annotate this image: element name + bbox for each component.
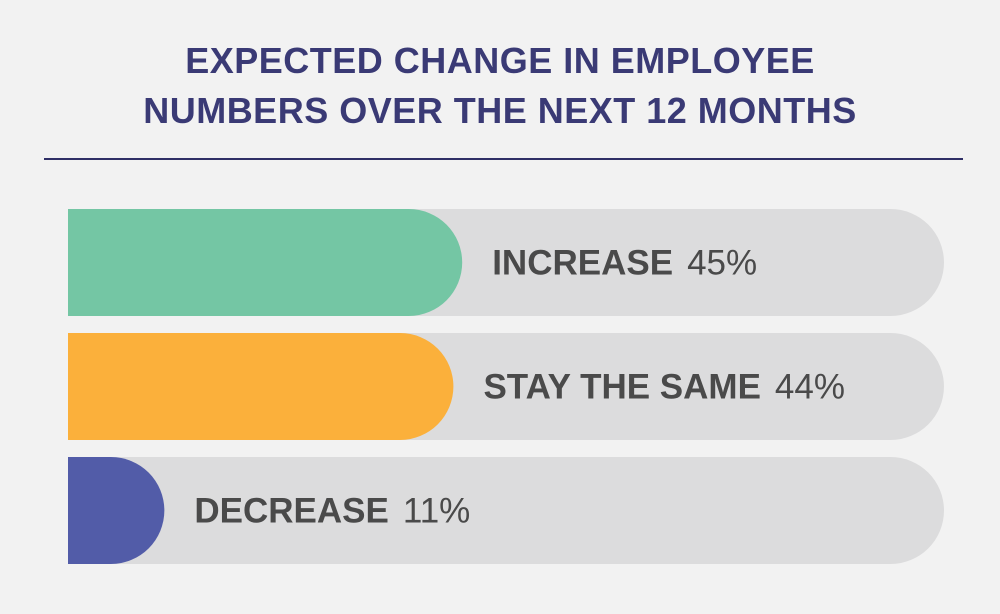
value-label: 45% <box>687 244 757 283</box>
title-divider <box>44 158 963 160</box>
bar-row: STAY THE SAME 44% <box>68 333 944 440</box>
value-label: 11% <box>403 492 470 531</box>
bar <box>68 457 165 564</box>
chart-title: EXPECTED CHANGE IN EMPLOYEE NUMBERS OVER… <box>0 36 1000 136</box>
category-label: STAY THE SAME <box>483 368 760 407</box>
bar-label: INCREASE 45% <box>492 244 757 283</box>
bar-row: INCREASE 45% <box>68 209 944 316</box>
category-label: INCREASE <box>492 244 673 283</box>
value-label: 44% <box>775 368 845 407</box>
category-label: DECREASE <box>194 492 388 531</box>
bar-row: DECREASE 11% <box>68 457 944 564</box>
bar-label: DECREASE 11% <box>194 492 470 531</box>
bar-track <box>68 457 944 564</box>
bar <box>68 209 463 316</box>
bar-label: STAY THE SAME 44% <box>483 368 845 407</box>
bar <box>68 333 454 440</box>
chart-title-line-2: NUMBERS OVER THE NEXT 12 MONTHS <box>143 90 857 131</box>
chart-title-line-1: EXPECTED CHANGE IN EMPLOYEE <box>185 40 815 81</box>
